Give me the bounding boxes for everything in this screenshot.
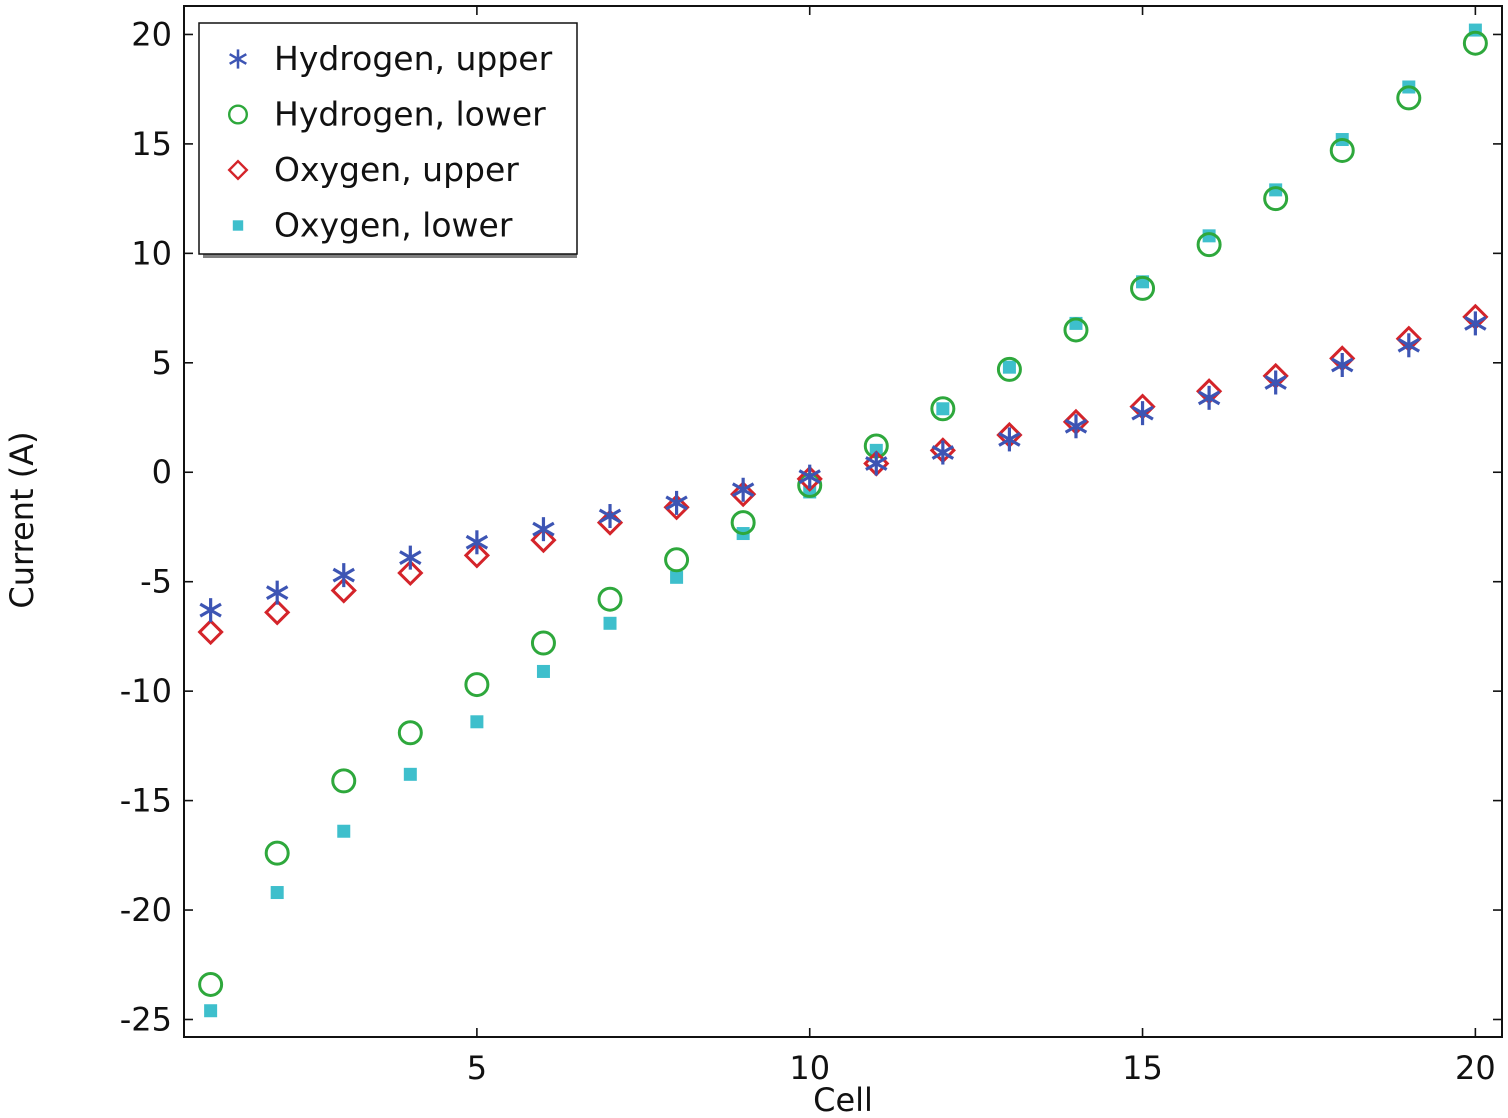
point-oxygen-lower-cell-11 — [869, 443, 883, 457]
point-hydrogen-upper-cell-6 — [532, 517, 555, 542]
point-oxygen-lower-cell-8 — [670, 570, 684, 584]
data-points — [197, 23, 1489, 1018]
legend: Hydrogen, upper Hydrogen, lower Oxygen, up… — [198, 22, 578, 258]
plot-frame — [183, 5, 1503, 1038]
legend-label-oxygen-upper: Oxygen, upper — [274, 150, 519, 189]
point-hydrogen-lower-cell-6 — [530, 630, 556, 656]
legend-label-hydrogen-upper: Hydrogen, upper — [274, 39, 553, 78]
point-oxygen-lower-cell-13 — [1002, 360, 1016, 374]
y-tick-label: -5 — [140, 563, 172, 601]
point-hydrogen-lower-cell-5 — [464, 672, 490, 698]
point-hydrogen-upper-cell-14 — [1064, 414, 1088, 439]
point-oxygen-upper-cell-3 — [330, 577, 357, 604]
legend-label-hydrogen-lower: Hydrogen, lower — [274, 95, 546, 134]
y-tick-label: -20 — [120, 891, 172, 929]
y-tick-label: -15 — [120, 782, 172, 820]
point-oxygen-lower-cell-2 — [270, 886, 284, 900]
point-hydrogen-lower-cell-14 — [1063, 317, 1089, 343]
point-hydrogen-upper-cell-5 — [465, 530, 489, 555]
point-oxygen-lower-cell-12 — [936, 402, 950, 416]
point-hydrogen-upper-cell-8 — [665, 490, 688, 515]
point-hydrogen-upper-cell-19 — [1397, 333, 1421, 358]
point-hydrogen-upper-cell-10 — [798, 464, 821, 489]
y-tick-label: 0 — [152, 453, 172, 491]
point-hydrogen-upper-cell-17 — [1264, 370, 1287, 395]
point-hydrogen-lower-cell-2 — [264, 840, 290, 866]
point-hydrogen-upper-cell-12 — [931, 440, 955, 465]
x-tick-label: 20 — [1455, 1049, 1496, 1087]
y-axis-label: Current (A) — [3, 431, 41, 608]
point-hydrogen-upper-cell-11 — [865, 451, 888, 476]
point-hydrogen-upper-cell-4 — [399, 545, 422, 570]
point-hydrogen-upper-cell-18 — [1331, 352, 1354, 377]
point-hydrogen-lower-cell-17 — [1263, 186, 1289, 212]
x-tick-label: 5 — [467, 1049, 487, 1087]
point-oxygen-upper-cell-4 — [397, 559, 424, 587]
point-oxygen-lower-cell-1 — [204, 1004, 218, 1018]
y-tick-label: 20 — [131, 15, 172, 53]
point-hydrogen-upper-cell-16 — [1197, 385, 1221, 410]
point-oxygen-lower-cell-7 — [603, 616, 617, 630]
point-hydrogen-upper-cell-9 — [731, 477, 755, 502]
legend-marker-hydrogen-upper — [229, 49, 247, 69]
point-hydrogen-upper-cell-1 — [199, 598, 222, 623]
point-oxygen-upper-cell-2 — [264, 599, 291, 626]
y-tick-label: -25 — [120, 1000, 172, 1038]
point-hydrogen-upper-cell-15 — [1131, 401, 1154, 426]
point-hydrogen-lower-cell-4 — [397, 720, 423, 746]
point-hydrogen-upper-cell-2 — [265, 580, 289, 605]
point-oxygen-upper-cell-10 — [796, 465, 823, 492]
point-oxygen-lower-cell-3 — [337, 824, 351, 838]
y-tick-label: 15 — [131, 125, 172, 163]
legend-marker-oxygen-upper — [227, 159, 249, 181]
point-hydrogen-lower-cell-15 — [1130, 275, 1156, 301]
point-hydrogen-lower-cell-20 — [1462, 30, 1488, 56]
point-hydrogen-lower-cell-16 — [1196, 232, 1222, 258]
point-hydrogen-lower-cell-3 — [331, 768, 357, 794]
legend-box — [198, 22, 578, 255]
legend-marker-hydrogen-lower — [227, 104, 248, 125]
axes: 5 10 15 20 20 15 10 5 0 -5 -10 -15 -20 -25 — [120, 5, 1503, 1087]
y-tick-label: 5 — [152, 344, 172, 382]
y-tick-label: 10 — [131, 234, 172, 272]
x-tick-label: 15 — [1122, 1049, 1163, 1087]
x-axis-label: Cell — [813, 1081, 873, 1118]
point-hydrogen-upper-cell-3 — [332, 563, 355, 588]
point-hydrogen-lower-cell-12 — [930, 396, 956, 422]
series-hydrogen-lower — [198, 30, 1488, 997]
point-hydrogen-upper-cell-7 — [598, 504, 622, 529]
legend-label-oxygen-lower: Oxygen, lower — [274, 206, 513, 245]
point-hydrogen-lower-cell-19 — [1396, 85, 1422, 111]
point-oxygen-upper-cell-6 — [530, 526, 557, 554]
point-hydrogen-upper-cell-13 — [998, 427, 1021, 452]
point-hydrogen-lower-cell-13 — [996, 356, 1022, 382]
point-hydrogen-lower-cell-9 — [730, 510, 756, 536]
point-hydrogen-lower-cell-1 — [198, 971, 224, 997]
series-hydrogen-upper — [199, 311, 1487, 623]
y-tick-label: -10 — [120, 672, 172, 710]
point-oxygen-upper-cell-8 — [663, 494, 690, 521]
point-oxygen-upper-cell-1 — [197, 618, 224, 646]
point-oxygen-upper-cell-5 — [463, 542, 491, 569]
point-hydrogen-upper-cell-20 — [1464, 311, 1487, 336]
point-oxygen-upper-cell-9 — [730, 481, 757, 508]
point-hydrogen-lower-cell-8 — [664, 547, 690, 573]
point-hydrogen-lower-cell-7 — [597, 586, 623, 612]
legend-marker-oxygen-lower — [232, 220, 244, 231]
point-oxygen-lower-cell-5 — [470, 715, 484, 729]
point-hydrogen-lower-cell-18 — [1329, 137, 1355, 163]
x-tick-label: 10 — [789, 1049, 830, 1087]
point-oxygen-lower-cell-6 — [536, 664, 550, 678]
point-oxygen-lower-cell-4 — [403, 767, 417, 781]
